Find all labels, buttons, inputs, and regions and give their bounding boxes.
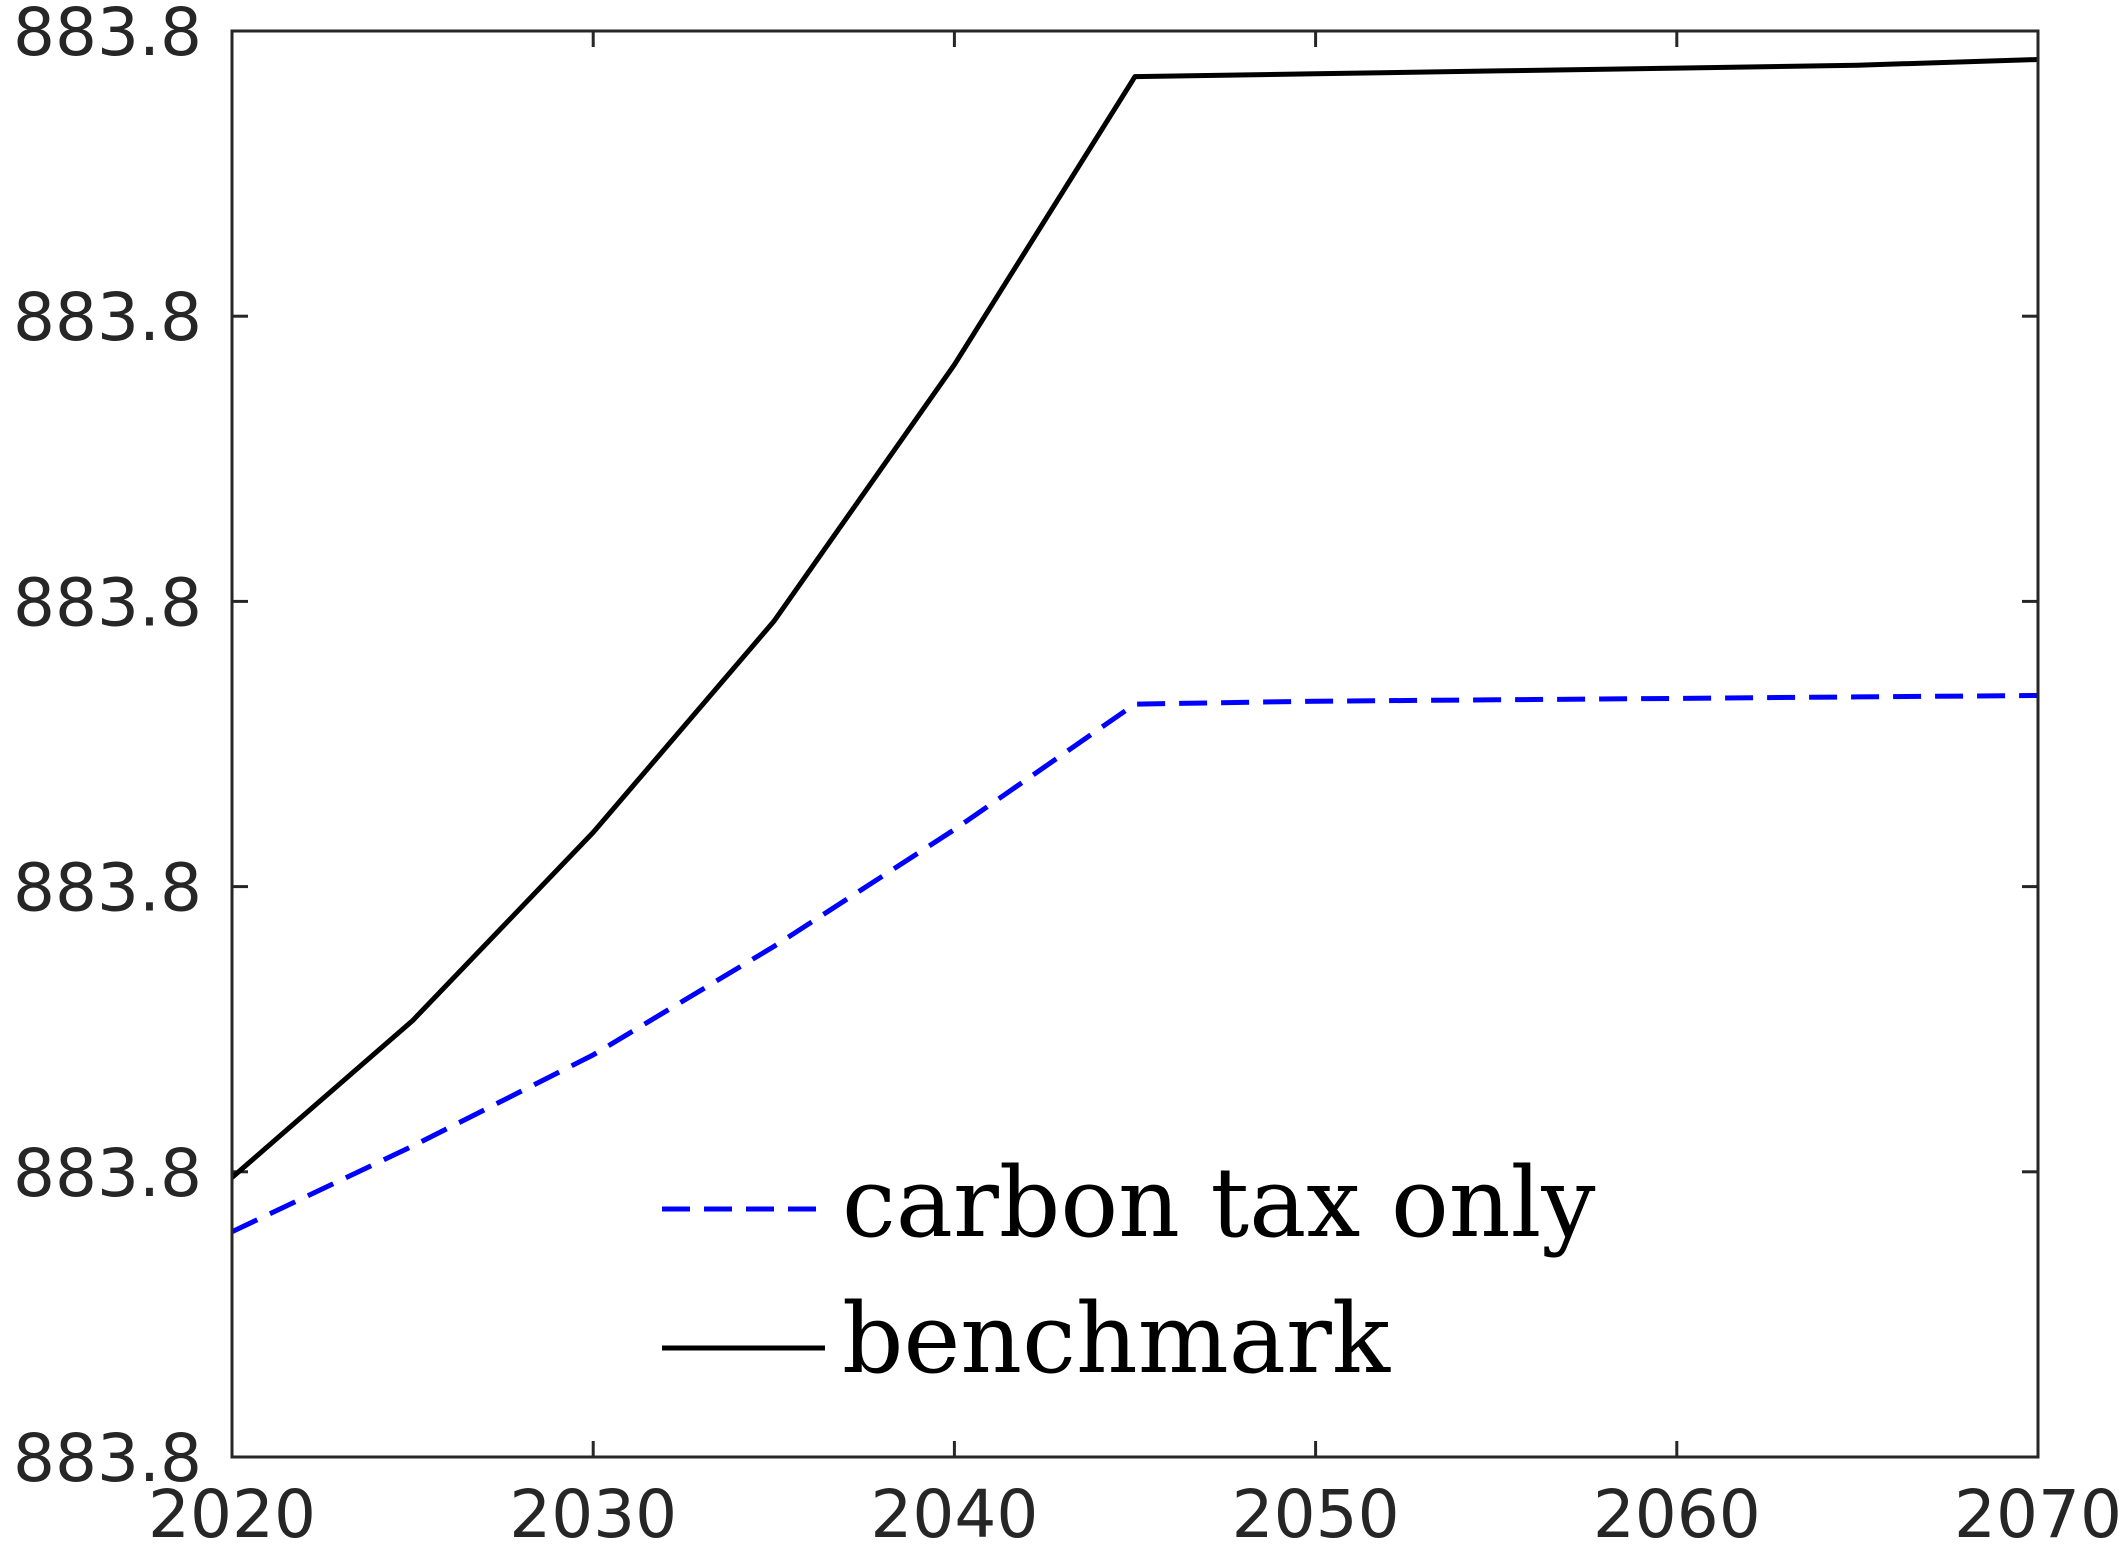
- y-tick-label: 883.8: [13, 0, 202, 71]
- legend: carbon tax only benchmark: [662, 1147, 1596, 1395]
- x-tick-label: 2050: [1232, 1476, 1400, 1553]
- series-line-carbon-tax-only: [230, 693, 2039, 1234]
- legend-label-benchmark: benchmark: [842, 1283, 1391, 1395]
- y-tick-label: 883.8: [13, 1135, 202, 1212]
- x-tick-label: 2060: [1593, 1476, 1761, 1553]
- x-tick-label: 2020: [148, 1476, 316, 1553]
- series-layer: [230, 57, 2039, 1234]
- x-tick-label: 2070: [1954, 1476, 2122, 1553]
- plot-background: [232, 31, 2038, 1457]
- legend-label-carbon-tax-only: carbon tax only: [842, 1147, 1596, 1259]
- series-line-benchmark: [230, 57, 2039, 1180]
- x-tick-label: 2030: [509, 1476, 677, 1553]
- y-tick-label: 883.8: [13, 1420, 202, 1497]
- y-tick-label: 883.8: [13, 564, 202, 641]
- y-tick-label: 883.8: [13, 850, 202, 927]
- tick-labels: 2020 2030 2040 2050 2060 2070 883.8 883.8 883.8 8…: [13, 0, 2122, 1553]
- plot-frame: [230, 29, 2040, 1459]
- y-tick-label: 883.8: [13, 279, 202, 356]
- x-tick-label: 2040: [870, 1476, 1038, 1553]
